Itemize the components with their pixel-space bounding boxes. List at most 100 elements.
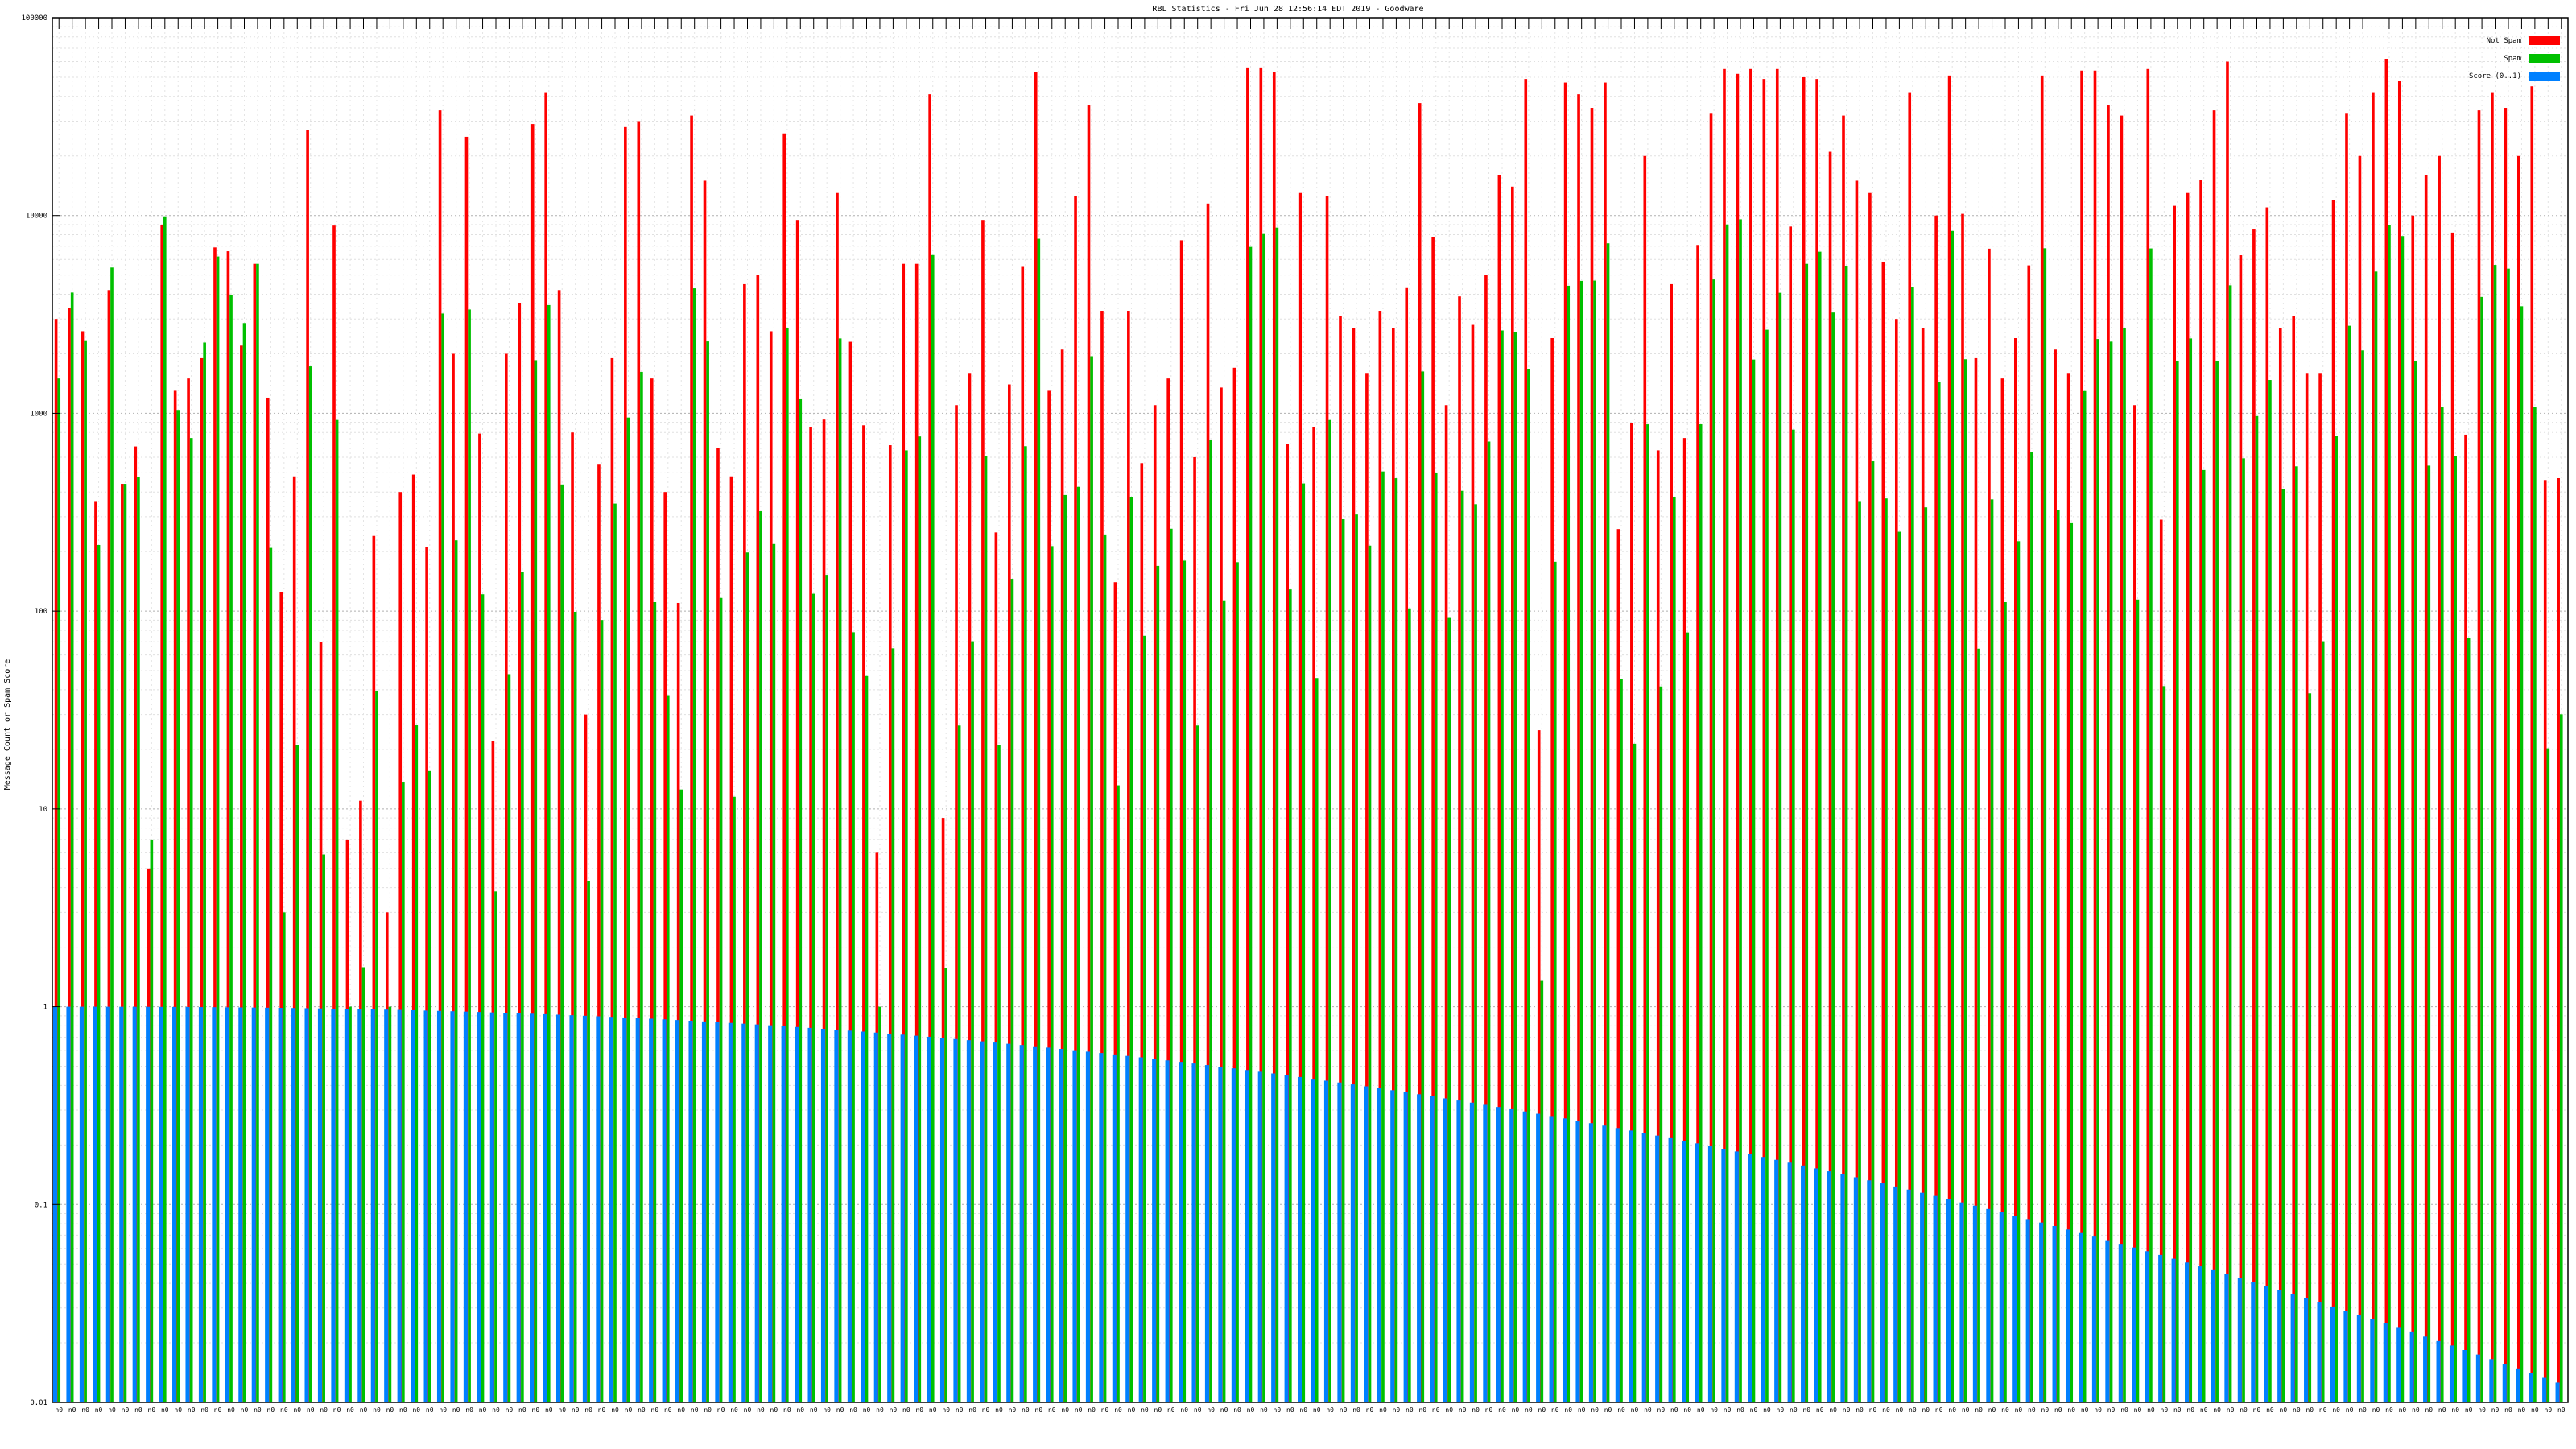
x-tick-label: n0 [452,1406,460,1414]
x-tick-label: n0 [1207,1406,1215,1414]
not-spam-bar [1815,79,1818,1402]
score-bar [2171,1258,2176,1402]
score-bar [317,1008,322,1402]
spam-bar [2109,341,2113,1402]
spam-bar [2123,328,2126,1403]
spam-bar [1765,329,1769,1402]
spam-bar [2215,361,2219,1402]
score-bar [1046,1047,1051,1402]
x-tick-label: n0 [1962,1406,1970,1414]
spam-bar [481,594,485,1402]
not-spam-bar [530,124,535,1403]
spam-bar [84,340,87,1402]
spam-bar [1659,686,1663,1402]
score-bar [357,1009,362,1402]
x-tick-label: n0 [2240,1406,2248,1414]
x-tick-label: n0 [465,1406,473,1414]
not-spam-bar [756,275,760,1403]
x-tick-label: n0 [638,1406,646,1414]
score-bar [2462,1350,2467,1402]
not-spam-bar [80,331,85,1403]
x-tick-label: n0 [956,1406,964,1414]
spam-bar [427,770,431,1402]
not-spam-bar [2159,519,2163,1402]
score-bar [1417,1094,1422,1402]
score-bar [2383,1323,2388,1402]
spam-bar [2507,268,2510,1402]
spam-bar [653,602,657,1402]
y-tick-label: 10 [39,806,47,814]
score-bar [966,1040,971,1402]
score-bar [2264,1286,2268,1402]
not-spam-bar [994,532,998,1403]
x-tick-label: n0 [2186,1406,2194,1414]
x-tick-label: n0 [1843,1406,1851,1414]
spam-bar [2268,380,2272,1402]
x-tick-label: n0 [1896,1406,1904,1414]
spam-bar [1871,461,1875,1403]
not-spam-bar [650,378,654,1403]
x-tick-label: n0 [1233,1406,1241,1414]
score-bar [596,1016,601,1402]
score-bar [2251,1282,2256,1402]
x-tick-label: n0 [558,1406,566,1414]
score-bar [2436,1340,2441,1402]
score-bar [1019,1045,1024,1402]
not-spam-bar [94,501,97,1402]
x-tick-label: n0 [1366,1406,1374,1414]
score-bar [715,1022,720,1402]
spam-bar [521,572,524,1402]
x-tick-label: n0 [1101,1406,1109,1414]
score-bar [2502,1364,2507,1402]
spam-bar [745,552,749,1402]
score-bar [2542,1377,2547,1402]
not-spam-bar [2199,180,2202,1402]
x-tick-label: n0 [1869,1406,1877,1414]
spam-bar [1606,243,1610,1402]
x-tick-label: n0 [55,1406,63,1414]
x-tick-label: n0 [1445,1406,1453,1414]
not-spam-bar [266,397,270,1402]
spam-bar [1195,725,1199,1402]
x-tick-label: n0 [1498,1406,1506,1414]
spam-bar [1262,233,1265,1402]
not-spam-bar [1616,529,1620,1402]
not-spam-bar [1868,192,1872,1402]
x-tick-label: n0 [492,1406,500,1414]
x-tick-label: n0 [2094,1406,2102,1414]
y-tick-label: 10000 [26,213,47,221]
score-bar [331,1008,336,1402]
spam-bar [2480,296,2483,1403]
not-spam-bar [1100,311,1104,1403]
score-bar [516,1013,521,1402]
x-tick-label: n0 [1909,1406,1917,1414]
spam-bar [295,745,299,1402]
x-tick-label: n0 [1154,1406,1162,1414]
score-bar [105,1006,110,1402]
not-spam-bar [2186,192,2190,1402]
not-spam-bar [690,115,693,1403]
not-spam-bar [505,353,508,1403]
score-bar [1430,1096,1435,1402]
score-bar [2516,1368,2520,1402]
not-spam-bar [703,180,707,1402]
spam-bar [2281,489,2285,1402]
spam-bar [1236,562,1239,1402]
not-spam-bar [1974,357,1978,1402]
spam-bar [2401,236,2405,1402]
not-spam-bar [1021,266,1025,1403]
not-spam-bar [2557,477,2560,1403]
not-spam-bar [1630,423,1633,1402]
score-bar [795,1026,799,1402]
not-spam-bar [2424,175,2428,1403]
spam-bar [838,338,842,1402]
x-tick-label: n0 [1393,1406,1401,1414]
score-bar [1469,1102,1474,1402]
not-spam-bar [1709,113,1713,1403]
spam-bar [1063,494,1067,1403]
not-spam-bar [1365,373,1368,1402]
spam-bar [2242,458,2245,1402]
spam-bar [1633,743,1637,1402]
x-tick-label: n0 [1061,1406,1069,1414]
x-tick-label: n0 [1683,1406,1691,1414]
